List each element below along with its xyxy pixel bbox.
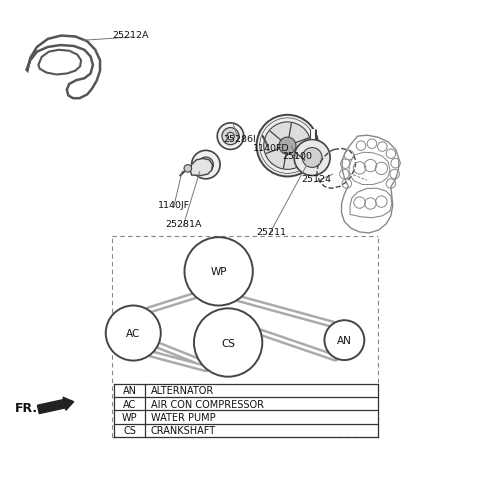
Circle shape <box>257 116 318 177</box>
Text: 1140JF: 1140JF <box>157 201 190 210</box>
Text: FR.: FR. <box>14 401 38 414</box>
Text: CRANKSHAFT: CRANKSHAFT <box>151 425 216 435</box>
Text: AC: AC <box>123 399 136 409</box>
Text: AC: AC <box>126 328 141 338</box>
Text: CS: CS <box>221 338 235 348</box>
Text: 25286I: 25286I <box>224 135 256 144</box>
Text: ALTERNATOR: ALTERNATOR <box>151 386 214 396</box>
Text: 25281A: 25281A <box>165 220 201 229</box>
FancyArrow shape <box>37 397 74 414</box>
Text: AIR CON COMPRESSOR: AIR CON COMPRESSOR <box>151 399 264 409</box>
Circle shape <box>192 151 220 179</box>
Text: 25211: 25211 <box>256 227 286 236</box>
Circle shape <box>302 148 322 168</box>
Text: 25124: 25124 <box>301 175 331 184</box>
Circle shape <box>217 124 244 150</box>
Text: WP: WP <box>122 412 137 422</box>
Text: 1140FD: 1140FD <box>252 144 289 153</box>
Circle shape <box>222 128 239 145</box>
Circle shape <box>264 123 311 170</box>
Circle shape <box>279 138 296 155</box>
Circle shape <box>324 321 364 360</box>
Text: CS: CS <box>123 425 136 435</box>
Circle shape <box>194 309 262 377</box>
Circle shape <box>184 237 253 306</box>
Circle shape <box>184 165 192 173</box>
Polygon shape <box>190 159 213 176</box>
Text: WATER PUMP: WATER PUMP <box>151 412 216 422</box>
Text: WP: WP <box>210 267 227 277</box>
Text: 25212A: 25212A <box>113 31 149 40</box>
Circle shape <box>106 306 161 361</box>
Circle shape <box>294 140 330 176</box>
Text: 25100: 25100 <box>282 151 312 160</box>
Circle shape <box>259 130 266 138</box>
Text: AN: AN <box>337 336 352 346</box>
Circle shape <box>198 158 214 173</box>
Text: AN: AN <box>123 386 137 396</box>
